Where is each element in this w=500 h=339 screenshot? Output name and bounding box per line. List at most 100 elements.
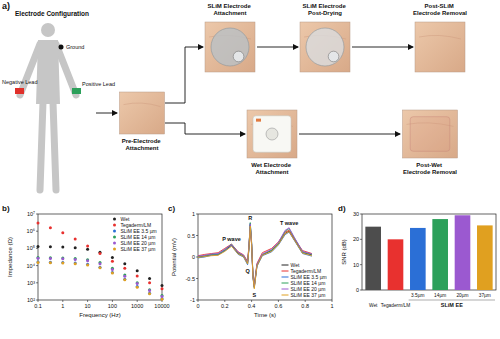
legend: WetTegaderm/LMSLiM EE 3.5 µmSLiM EE 14 µ… (281, 261, 332, 299)
category-label: Wet (369, 303, 378, 308)
data-point (123, 278, 126, 281)
photo-wet-attach (247, 110, 297, 158)
plot-frame (198, 214, 332, 300)
data-point (37, 261, 40, 264)
data-point (111, 260, 114, 263)
legend-label: SLiM EE 37 µm (291, 292, 326, 298)
slim-electrode (211, 28, 249, 66)
data-point (136, 286, 139, 289)
legend-swatch (113, 242, 116, 245)
label-line: Wet Electrode (251, 162, 293, 168)
lead-label: Positive Lead (82, 81, 115, 87)
photo-slim-removed (415, 22, 465, 72)
y-tick-label: -0.5 (186, 276, 195, 282)
y-tick-label: -1 (190, 297, 195, 303)
data-point (86, 259, 89, 262)
plot-marks (365, 215, 492, 290)
group-bracket (409, 300, 495, 301)
slim-electrode (306, 28, 344, 66)
figure-title: Electrode Configuration (15, 10, 89, 18)
figure: a)Electrode ConfigurationGroundPositive … (0, 0, 500, 339)
data-point (148, 277, 151, 280)
data-point (161, 298, 164, 301)
x-tick (332, 300, 333, 302)
x-axis-title: Time (s) (254, 312, 276, 318)
data-point (37, 245, 40, 248)
step-label: Post-Wet Electrode Removal (403, 162, 457, 175)
x-tick (87, 300, 88, 302)
x-tick-label: 0.6 (275, 303, 283, 309)
step-label: SLiM Electrode Attachment (207, 3, 252, 16)
data-point (123, 267, 126, 270)
bar (432, 219, 448, 290)
y-tick-label: 0 (192, 254, 195, 260)
bar (388, 239, 404, 290)
lead-label: Ground (66, 44, 84, 50)
data-point (123, 278, 126, 281)
data-point (74, 258, 77, 261)
snap-connector (233, 51, 244, 62)
y-tick (36, 231, 38, 232)
data-point (136, 281, 139, 284)
lead-label: Negative Lead (2, 79, 37, 85)
label-line: SLiM Electrode (207, 3, 252, 9)
series (37, 221, 164, 290)
plot-marks (37, 221, 164, 300)
y-tick (360, 264, 362, 265)
x-tick-label: 0.2 (221, 303, 229, 309)
data-point (98, 266, 101, 269)
y-tick-label: 20 (353, 236, 359, 242)
y-tick (196, 214, 198, 215)
y-tick (36, 265, 38, 266)
y-tick-label: 10⁵ (27, 245, 35, 251)
data-point (136, 282, 139, 285)
bar (410, 228, 426, 290)
data-point (49, 256, 52, 259)
photo-slim-attach (205, 22, 255, 72)
data-point (136, 285, 139, 288)
label-line: Attachment (255, 169, 288, 175)
x-tick-label: 100 (108, 303, 117, 309)
data-point (111, 271, 114, 274)
data-point (61, 231, 64, 234)
y-axis-title: Impedance (Ω) (7, 237, 13, 277)
x-tick (62, 300, 63, 302)
arrow (257, 47, 298, 48)
y-tick-label: 10³ (27, 280, 35, 286)
data-point (74, 238, 77, 241)
snap-connector (328, 51, 339, 62)
wet-electrode (253, 116, 291, 152)
photo-slim-dry (300, 22, 350, 72)
x-tick (38, 300, 39, 302)
data-point (98, 262, 101, 265)
legend-swatch (282, 277, 289, 278)
data-point (49, 226, 52, 229)
plot-frame (38, 214, 162, 300)
data-point (123, 262, 126, 265)
data-point (98, 252, 101, 255)
ground-electrode (59, 45, 64, 50)
series (37, 256, 164, 297)
data-point (61, 261, 64, 264)
legend: WetTegaderm/LMSLiM EE 3.5 µmSLiM EE 14 µ… (111, 215, 162, 253)
arrow (299, 134, 400, 135)
data-point (111, 256, 114, 259)
annotation: S (252, 292, 256, 298)
data-point (111, 272, 114, 275)
step-label: Pre-Electrode Attachment (122, 138, 163, 151)
data-point (49, 245, 52, 248)
data-point (74, 246, 77, 249)
data-point (74, 257, 77, 260)
data-point (136, 274, 139, 277)
x-tick (112, 300, 113, 302)
data-point (148, 292, 151, 295)
data-point (161, 287, 164, 290)
legend-box (281, 261, 332, 299)
y-tick-label: 10⁴ (27, 263, 36, 269)
data-point (37, 257, 40, 260)
y-tick (36, 214, 38, 215)
x-tick-label: 1 (330, 303, 333, 309)
data-point (37, 256, 40, 259)
x-tick-label: 10 (85, 303, 91, 309)
label-line: Attachment (213, 10, 246, 16)
